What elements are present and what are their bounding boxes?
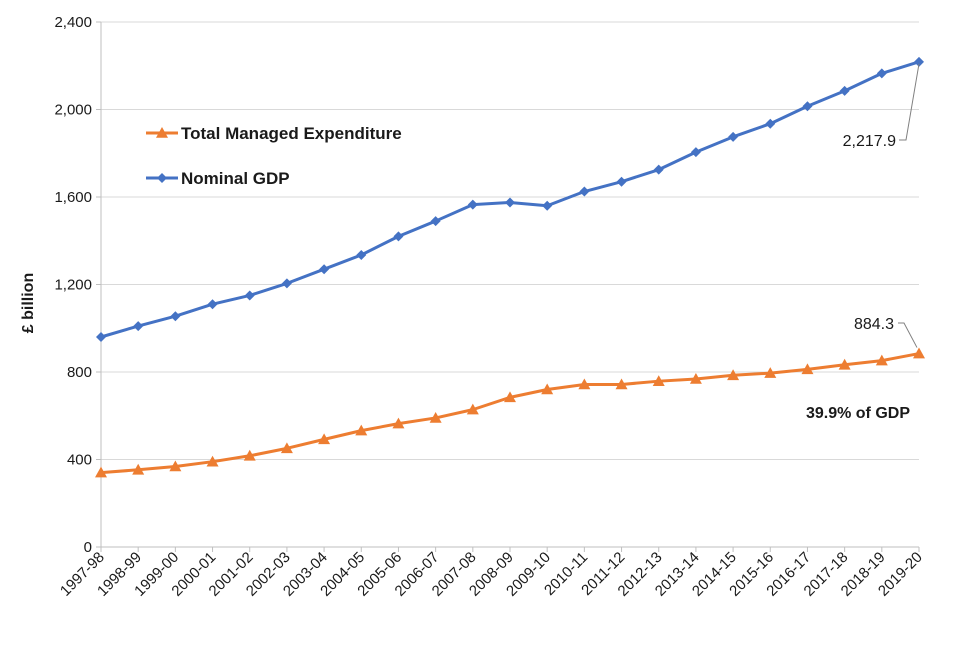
data-point-nominal-gdp xyxy=(467,199,478,210)
data-point-total-managed-expenditure xyxy=(206,455,219,467)
data-point-nominal-gdp xyxy=(207,299,218,310)
legend: Total Managed Expenditure Nominal GDP xyxy=(146,124,402,188)
y-axis-label: £ billion xyxy=(20,273,37,333)
legend-marker-nominal-gdp xyxy=(157,173,167,183)
series-layer xyxy=(95,56,925,478)
data-point-nominal-gdp xyxy=(839,85,850,96)
data-point-total-managed-expenditure xyxy=(913,347,925,359)
y-tick-label: 800 xyxy=(67,364,92,381)
data-point-nominal-gdp xyxy=(765,118,776,129)
data-point-nominal-gdp xyxy=(802,101,813,112)
y-tick-label: 2,000 xyxy=(54,102,92,119)
data-point-nominal-gdp xyxy=(876,68,887,79)
data-point-nominal-gdp xyxy=(579,186,590,197)
data-point-total-managed-expenditure xyxy=(801,363,814,375)
gridlines xyxy=(101,21,919,460)
data-point-total-managed-expenditure xyxy=(280,442,293,454)
data-point-total-managed-expenditure xyxy=(764,367,777,378)
data-point-nominal-gdp xyxy=(616,176,627,187)
data-point-total-managed-expenditure xyxy=(652,375,665,386)
data-point-total-managed-expenditure xyxy=(466,403,479,415)
y-tick-label: 1,600 xyxy=(54,189,92,206)
data-point-total-managed-expenditure xyxy=(504,391,516,403)
data-point-nominal-gdp xyxy=(96,332,106,342)
data-point-total-managed-expenditure xyxy=(392,417,405,429)
data-point-total-managed-expenditure xyxy=(578,378,591,390)
y-tick-label: 2,400 xyxy=(54,14,92,31)
x-tick-labels: 1997-981998-991999-002000-012001-022002-… xyxy=(57,549,926,600)
data-point-total-managed-expenditure xyxy=(355,424,368,436)
data-point-nominal-gdp xyxy=(319,264,330,275)
legend-label-total-managed-expenditure: Total Managed Expenditure xyxy=(181,124,402,143)
data-point-total-managed-expenditure xyxy=(169,460,182,472)
y-tick-labels: 0 400 800 1,200 1,600 2,000 2,400 xyxy=(54,14,92,556)
data-point-nominal-gdp xyxy=(281,278,292,289)
annotations: 2,217.9 884.3 39.9% of GDP xyxy=(806,63,920,422)
data-point-total-managed-expenditure xyxy=(318,433,331,445)
legend-label-nominal-gdp: Nominal GDP xyxy=(181,169,290,188)
y-tick-label: 1,200 xyxy=(54,277,92,294)
data-point-nominal-gdp xyxy=(728,131,739,142)
data-point-total-managed-expenditure xyxy=(429,411,442,423)
data-point-total-managed-expenditure xyxy=(838,358,851,370)
data-point-total-managed-expenditure xyxy=(95,466,107,478)
data-point-nominal-gdp xyxy=(690,147,701,158)
data-point-total-managed-expenditure xyxy=(541,383,554,395)
legend-marker-total-managed-expenditure xyxy=(156,127,168,138)
data-point-nominal-gdp xyxy=(430,216,441,227)
data-point-total-managed-expenditure xyxy=(875,354,888,366)
data-point-nominal-gdp xyxy=(914,56,924,67)
data-point-nominal-gdp xyxy=(356,249,367,260)
gdp-callout-leader xyxy=(899,63,920,141)
y-tick-label: 400 xyxy=(67,452,92,469)
data-point-nominal-gdp xyxy=(653,164,664,175)
data-point-total-managed-expenditure xyxy=(689,373,702,384)
gdp-end-value-label: 2,217.9 xyxy=(843,133,896,150)
tme-callout-leader xyxy=(898,322,918,348)
data-point-nominal-gdp xyxy=(393,231,404,242)
series-line-total-managed-expenditure xyxy=(100,352,920,475)
data-point-nominal-gdp xyxy=(244,290,255,301)
data-point-nominal-gdp xyxy=(170,311,181,322)
data-point-nominal-gdp xyxy=(542,200,553,211)
data-point-total-managed-expenditure xyxy=(727,369,740,381)
data-point-nominal-gdp xyxy=(133,321,144,332)
data-point-nominal-gdp xyxy=(505,197,515,208)
data-point-total-managed-expenditure xyxy=(243,449,256,461)
tme-end-value-label: 884.3 xyxy=(854,316,894,333)
y-tick-label: 0 xyxy=(84,539,92,556)
data-point-total-managed-expenditure xyxy=(132,463,145,475)
share-of-gdp-note: 39.9% of GDP xyxy=(806,405,910,422)
axes xyxy=(96,21,920,552)
data-point-total-managed-expenditure xyxy=(615,378,628,390)
